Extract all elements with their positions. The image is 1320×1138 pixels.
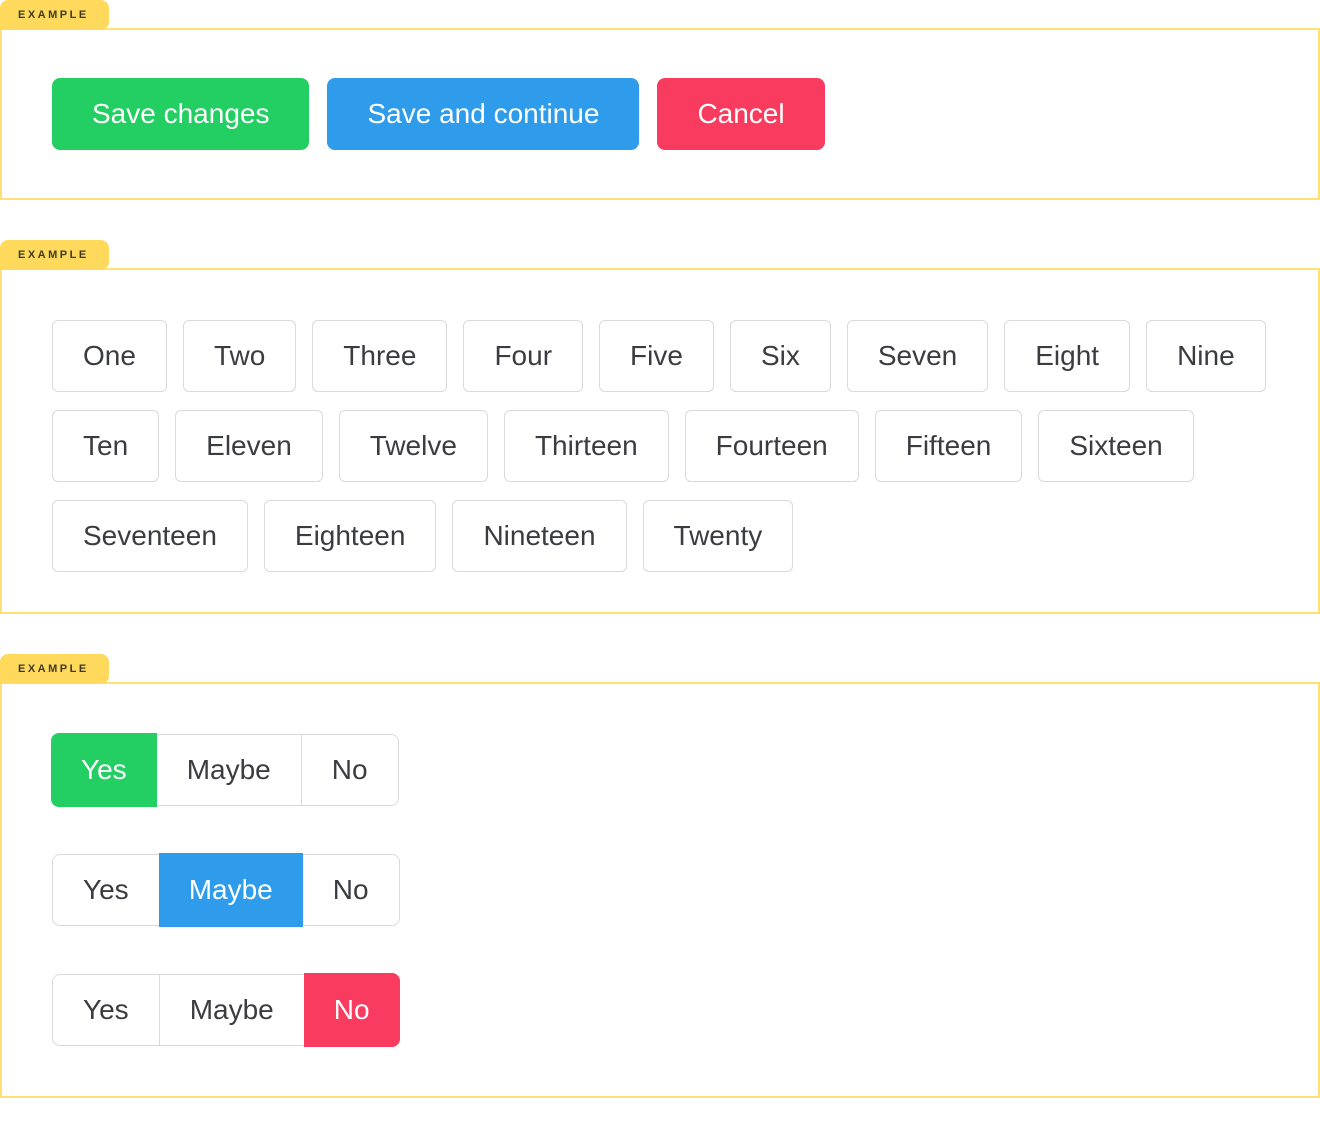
segmented-control-green-active-yes: Yes Maybe No	[51, 733, 399, 807]
segment-no[interactable]: No	[303, 855, 399, 925]
example-box-segmented-controls: Yes Maybe No Yes Maybe No Yes Maybe No	[0, 682, 1320, 1098]
one-button[interactable]: One	[52, 320, 167, 392]
eighteen-button[interactable]: Eighteen	[263, 500, 437, 572]
nineteen-button[interactable]: Nineteen	[452, 500, 627, 572]
segment-maybe-active[interactable]: Maybe	[158, 853, 303, 927]
example-section-action-buttons: EXAMPLE Save changes Save and continue Can…	[0, 0, 1320, 200]
save-changes-button[interactable]: Save changes	[52, 78, 310, 150]
two-button[interactable]: Two	[182, 320, 297, 392]
segment-maybe[interactable]: Maybe	[158, 975, 304, 1045]
example-box-number-buttons: One Two Three Four Five Six Seven Eight Nine Ten E…	[0, 268, 1320, 614]
segment-maybe[interactable]: Maybe	[157, 735, 301, 805]
twelve-button[interactable]: Twelve	[338, 410, 488, 482]
segment-yes-active[interactable]: Yes	[51, 733, 157, 807]
five-button[interactable]: Five	[599, 320, 714, 392]
cancel-button[interactable]: Cancel	[657, 78, 825, 150]
segment-no[interactable]: No	[300, 735, 398, 805]
fourteen-button[interactable]: Fourteen	[684, 410, 859, 482]
segmented-control-red-active-no: Yes Maybe No	[52, 973, 400, 1047]
ten-button[interactable]: Ten	[52, 410, 160, 482]
segment-yes[interactable]: Yes	[53, 855, 159, 925]
example-section-segmented-controls: EXAMPLE Yes Maybe No Yes Maybe No Yes Maybe No	[0, 654, 1320, 1098]
six-button[interactable]: Six	[729, 320, 831, 392]
seventeen-button[interactable]: Seventeen	[52, 500, 248, 572]
save-and-continue-button[interactable]: Save and continue	[327, 78, 640, 150]
four-button[interactable]: Four	[463, 320, 584, 392]
fifteen-button[interactable]: Fifteen	[874, 410, 1023, 482]
example-section-number-buttons: EXAMPLE One Two Three Four Five Six Seven Eight…	[0, 240, 1320, 614]
number-button-row: One Two Three Four Five Six Seven Eight Nine Ten E…	[52, 320, 1268, 572]
thirteen-button[interactable]: Thirteen	[503, 410, 669, 482]
segmented-group-wrap-blue: Yes Maybe No	[52, 853, 1268, 927]
segment-yes[interactable]: Yes	[53, 975, 159, 1045]
example-tab-label: EXAMPLE	[0, 654, 109, 684]
three-button[interactable]: Three	[312, 320, 448, 392]
sixteen-button[interactable]: Sixteen	[1038, 410, 1194, 482]
segment-no-active[interactable]: No	[303, 973, 400, 1047]
twenty-button[interactable]: Twenty	[642, 500, 794, 572]
segmented-control-blue-active-maybe: Yes Maybe No	[52, 853, 400, 927]
nine-button[interactable]: Nine	[1146, 320, 1266, 392]
action-button-row: Save changes Save and continue Cancel	[52, 78, 1268, 150]
eight-button[interactable]: Eight	[1004, 320, 1131, 392]
eleven-button[interactable]: Eleven	[175, 410, 323, 482]
seven-button[interactable]: Seven	[846, 320, 989, 392]
example-tab-label: EXAMPLE	[0, 0, 109, 30]
segmented-group-wrap-red: Yes Maybe No	[52, 973, 1268, 1047]
segmented-group-wrap-green: Yes Maybe No	[51, 733, 1268, 807]
example-box-action-buttons: Save changes Save and continue Cancel	[0, 28, 1320, 200]
example-tab-label: EXAMPLE	[0, 240, 109, 270]
